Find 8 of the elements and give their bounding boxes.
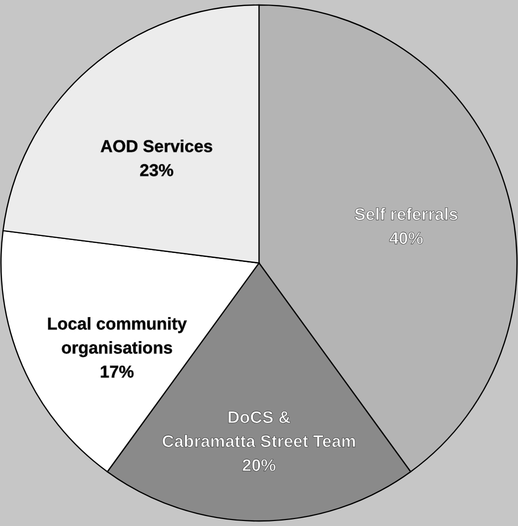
slice-label: Local community organisations bbox=[47, 314, 188, 358]
data-label: 20% bbox=[242, 456, 276, 475]
data-label: 40% bbox=[389, 229, 424, 248]
slice-label: Self referrals bbox=[354, 205, 458, 224]
data-label: 17% bbox=[100, 362, 134, 382]
data-label: 23% bbox=[140, 160, 174, 180]
slice-label: AOD Services bbox=[100, 136, 213, 156]
slice-label: DoCS & Cabramatta Street Team bbox=[162, 408, 356, 451]
